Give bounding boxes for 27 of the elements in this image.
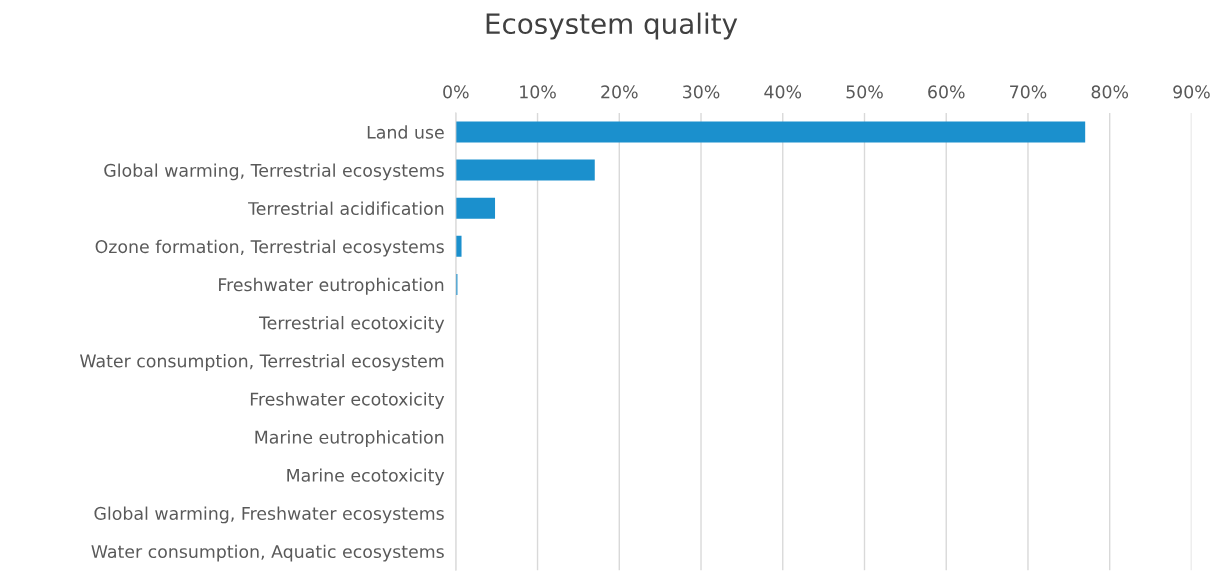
y-tick-label: Water consumption, Terrestrial ecosystem [79,354,444,371]
x-tick-label: 50% [846,85,883,99]
y-tick-label: Terrestrial ecotoxicity [258,315,445,333]
y-tick-label: Global warming, Freshwater ecosystems [94,506,444,524]
x-tick-label: 20% [601,85,638,99]
y-tick-label: Global warming, Terrestrial ecosystems [104,163,444,181]
y-tick-label: Terrestrial acidification [248,201,444,216]
x-tick-label: 80% [1091,85,1129,99]
bar [455,197,496,219]
x-tick-label: 70% [1010,85,1047,99]
y-tick-label: Marine eutrophication [255,430,444,448]
x-tick-label: 30% [683,85,720,99]
bar [455,121,1086,143]
y-tick-label: Freshwater eutrophication [219,277,444,295]
bar [455,159,595,181]
y-tick-label: Freshwater ecotoxicity [250,392,445,409]
x-tick-label: 90% [1173,85,1210,99]
x-tick-label: 0% [443,85,469,99]
x-tick-label: 40% [764,85,802,99]
chart-title: Ecosystem quality [486,12,738,40]
x-tick-label: 10% [520,85,556,99]
y-tick-label: Water consumption, Aquatic ecosystems [91,544,444,562]
y-tick-label: Land use [367,125,444,139]
y-tick-label: Marine ecotoxicity [287,468,445,486]
y-tick-label: Ozone formation, Terrestrial ecosystems [95,239,444,257]
x-tick-label: 60% [928,85,965,99]
bar [455,235,462,257]
